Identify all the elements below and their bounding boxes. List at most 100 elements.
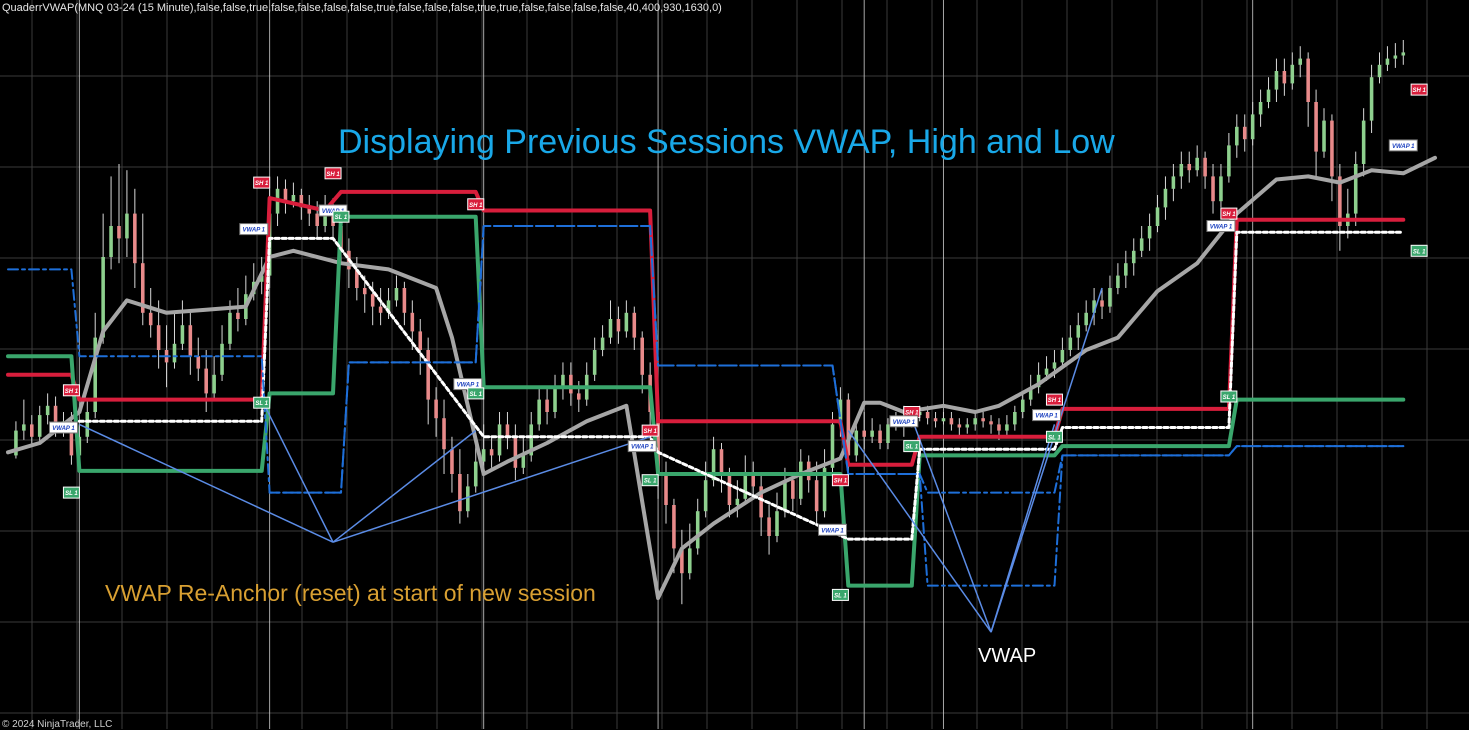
sl-badge: SL 1 bbox=[831, 588, 849, 601]
candle-body bbox=[458, 474, 462, 512]
badge-label: SL 1 bbox=[1048, 435, 1061, 441]
candle-body bbox=[711, 449, 716, 481]
candle-body bbox=[783, 480, 787, 512]
candle-body bbox=[1108, 288, 1112, 307]
candle-body bbox=[703, 480, 708, 512]
candle-body bbox=[1290, 64, 1295, 84]
badge-label: SL 1 bbox=[1223, 395, 1236, 401]
sh-badge: SH 1 bbox=[324, 167, 342, 180]
copyright-text: © 2024 NinjaTrader, LLC bbox=[2, 719, 113, 730]
candle-body bbox=[1361, 120, 1366, 164]
candle-body bbox=[434, 399, 438, 419]
candle-body bbox=[1147, 226, 1152, 239]
session-high-line bbox=[6, 189, 1406, 467]
candle-body bbox=[69, 421, 74, 456]
candle-body bbox=[640, 337, 645, 375]
level-badges: SH 1 VWAP 1 SL 1 SH 1 VWAP 1 SL 1 SH 1 VWAP 1 SL… bbox=[48, 83, 1428, 601]
badge-label: SL 1 bbox=[335, 215, 348, 221]
badge-label: VWAP 1 bbox=[1035, 414, 1058, 420]
callout-line bbox=[990, 287, 1103, 633]
candle-body bbox=[577, 393, 581, 400]
vwap-badge: VWAP 1 bbox=[1388, 139, 1418, 152]
vwap-annotation: VWAP bbox=[978, 645, 1037, 667]
badge-label: SL 1 bbox=[644, 479, 657, 485]
vwap-line bbox=[6, 155, 1437, 600]
sh-badge: SH 1 bbox=[62, 384, 80, 397]
candle-body bbox=[949, 418, 954, 425]
candle-body bbox=[1124, 263, 1128, 276]
candle-body bbox=[1052, 362, 1057, 369]
candle-body bbox=[632, 312, 637, 338]
badge-label: SL 1 bbox=[469, 392, 482, 398]
candle-body bbox=[989, 421, 993, 425]
candle-body bbox=[236, 312, 240, 319]
badge-box bbox=[253, 396, 271, 409]
candle-body bbox=[489, 449, 494, 456]
candle-body bbox=[791, 480, 795, 499]
candle-body bbox=[29, 424, 34, 437]
candle-body bbox=[1330, 120, 1334, 177]
badge-box bbox=[1045, 393, 1063, 406]
prior-band-lower-line bbox=[268, 225, 1405, 587]
candle-body bbox=[1100, 300, 1104, 307]
candle-body bbox=[204, 368, 208, 394]
vwap-badge: VWAP 1 bbox=[1032, 409, 1062, 422]
candle-body bbox=[1235, 126, 1239, 146]
candle-body bbox=[838, 399, 843, 425]
candle-body bbox=[767, 517, 771, 536]
candle-body bbox=[481, 449, 486, 462]
badge-box bbox=[467, 387, 485, 400]
badge-box bbox=[1220, 207, 1238, 220]
candle-body bbox=[1353, 164, 1358, 214]
candle-body bbox=[695, 511, 700, 549]
badge-label: SH 1 bbox=[255, 181, 269, 187]
candle-body bbox=[521, 455, 526, 468]
candlestick-series bbox=[14, 40, 1406, 605]
candle-body bbox=[759, 486, 763, 518]
candle-body bbox=[85, 412, 90, 437]
candle-body bbox=[133, 213, 137, 264]
badge-box bbox=[817, 523, 847, 536]
badge-box bbox=[1045, 430, 1063, 443]
candle-body bbox=[109, 226, 113, 257]
badge-label: VWAP 1 bbox=[631, 445, 654, 451]
badge-label: SL 1 bbox=[65, 491, 78, 497]
badge-box bbox=[48, 421, 78, 434]
candle-body bbox=[1219, 176, 1223, 202]
candle-body bbox=[418, 331, 423, 350]
candle-body bbox=[378, 306, 383, 313]
candle-body bbox=[212, 374, 216, 394]
candle-body bbox=[1393, 55, 1398, 59]
badge-label: SH 1 bbox=[326, 172, 340, 178]
candle-body bbox=[402, 288, 407, 313]
candle-body bbox=[450, 449, 454, 474]
badge-box bbox=[1410, 244, 1428, 257]
candle-body bbox=[886, 424, 890, 443]
candle-body bbox=[291, 195, 296, 202]
candle-body bbox=[299, 195, 304, 208]
badge-box bbox=[239, 223, 269, 236]
badge-label: SH 1 bbox=[65, 389, 79, 395]
candle-body bbox=[561, 374, 565, 388]
chart-headline: Displaying Previous Sessions VWAP, High … bbox=[338, 123, 1115, 161]
candle-body bbox=[529, 424, 534, 456]
candle-body bbox=[148, 312, 153, 326]
candle-body bbox=[505, 424, 510, 437]
candle-body bbox=[497, 424, 502, 456]
candle-body bbox=[426, 350, 430, 400]
candle-body bbox=[220, 343, 224, 375]
vwap-badge: VWAP 1 bbox=[889, 415, 919, 428]
candle-body bbox=[1116, 275, 1120, 288]
candle-body bbox=[315, 213, 319, 226]
sh-badge: SH 1 bbox=[831, 474, 849, 487]
candle-body bbox=[1171, 176, 1176, 189]
candle-body bbox=[775, 511, 779, 536]
badge-box bbox=[831, 588, 849, 601]
candle-body bbox=[688, 548, 692, 574]
candle-body bbox=[925, 412, 930, 419]
candle-body bbox=[196, 356, 201, 369]
candle-body bbox=[1187, 164, 1192, 171]
candle-body bbox=[283, 188, 288, 202]
vwap-badge: VWAP 1 bbox=[48, 421, 78, 434]
sl-badge: SL 1 bbox=[253, 396, 271, 409]
